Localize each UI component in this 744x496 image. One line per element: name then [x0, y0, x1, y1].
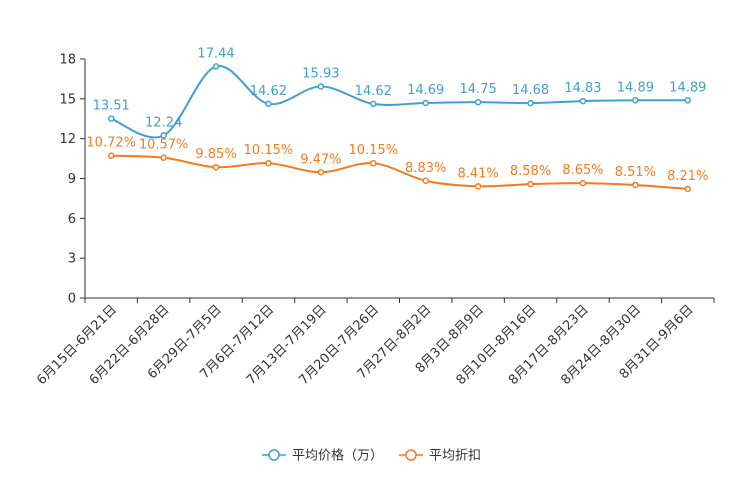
legend-marker-icon: [405, 449, 417, 461]
data-point[interactable]: [107, 152, 115, 159]
data-label: 8.65%: [562, 163, 603, 178]
data-point[interactable]: [474, 183, 482, 190]
data-label: 8.51%: [615, 165, 656, 180]
data-point[interactable]: [474, 98, 482, 106]
data-label: 14.69: [407, 83, 444, 98]
data-labels: 13.51 12.24 17.44 14.62 15.93 14.62 14.69 14.75…: [86, 46, 708, 184]
data-point[interactable]: [265, 100, 272, 108]
data-point[interactable]: [212, 63, 220, 70]
series-lines: [107, 63, 692, 193]
data-label: 14.62: [355, 84, 392, 99]
data-label: 14.75: [460, 82, 497, 97]
data-label: 10.15%: [349, 143, 399, 158]
y-tick-label: 0: [68, 292, 76, 307]
data-point[interactable]: [422, 99, 429, 107]
data-label: 17.44: [197, 46, 234, 61]
data-label: 10.72%: [86, 136, 136, 151]
y-tick-label: 3: [68, 252, 76, 267]
data-point[interactable]: [265, 159, 272, 167]
legend-item-2[interactable]: 平均折扣: [399, 449, 481, 464]
data-point[interactable]: [632, 97, 639, 104]
data-point[interactable]: [527, 180, 534, 188]
data-label: 14.62: [250, 84, 287, 99]
data-point[interactable]: [527, 99, 534, 107]
data-label: 14.68: [512, 83, 549, 98]
data-point[interactable]: [632, 181, 639, 189]
data-point[interactable]: [212, 163, 220, 171]
data-point[interactable]: [160, 154, 167, 161]
data-point[interactable]: [370, 100, 377, 108]
series-line-2: [111, 154, 688, 190]
y-tick-label: 9: [68, 172, 76, 187]
data-point[interactable]: [160, 132, 167, 139]
data-label: 14.89: [617, 80, 654, 95]
data-point[interactable]: [579, 179, 587, 187]
y-tick-label: 12: [59, 132, 76, 147]
series-line-1: [110, 65, 688, 139]
data-label: 14.89: [669, 80, 706, 95]
legend-item-1[interactable]: 平均价格（万）: [262, 448, 383, 464]
data-label: 12.24: [145, 115, 182, 130]
legend-label: 平均折扣: [429, 449, 481, 464]
data-label: 10.57%: [139, 138, 189, 153]
data-label: 13.51: [93, 99, 130, 114]
data-label: 8.58%: [510, 164, 551, 179]
data-label: 15.93: [302, 66, 339, 81]
data-label: 10.15%: [244, 143, 294, 158]
data-point[interactable]: [317, 83, 325, 90]
data-point[interactable]: [370, 159, 377, 167]
data-point[interactable]: [317, 169, 325, 176]
data-point[interactable]: [684, 97, 692, 104]
data-label: 9.47%: [300, 152, 341, 167]
y-tick-label: 18: [59, 53, 76, 68]
data-point[interactable]: [684, 185, 692, 193]
data-point[interactable]: [422, 177, 429, 185]
data-point[interactable]: [107, 115, 115, 122]
data-label: 14.83: [564, 81, 601, 96]
data-label: 9.85%: [195, 147, 236, 162]
legend-label: 平均价格（万）: [292, 448, 383, 464]
data-label: 8.83%: [405, 161, 446, 176]
data-point[interactable]: [579, 97, 587, 105]
data-label: 8.41%: [457, 166, 498, 181]
legend[interactable]: 平均价格（万） 平均折扣: [262, 448, 481, 464]
data-label: 8.21%: [667, 169, 708, 184]
legend-marker-icon: [268, 449, 280, 461]
y-tick-label: 15: [59, 92, 76, 107]
y-tick-label: 6: [68, 212, 76, 227]
